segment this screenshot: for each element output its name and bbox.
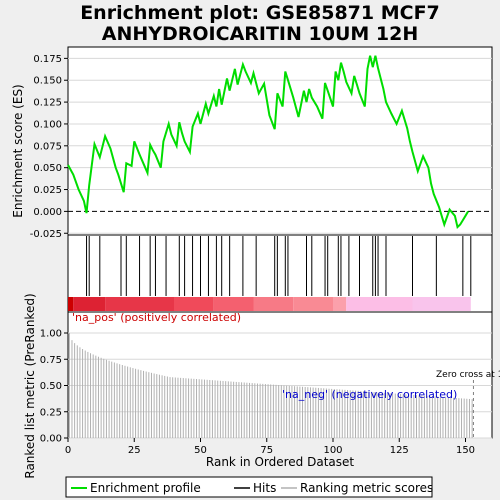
es-y-tick-label: 0.075 [33,141,62,152]
x-tick-label: 50 [194,445,207,456]
metric-y-axis-label: Ranked list metric (PreRanked) [23,293,37,478]
es-y-ticks: -0.025 0.000 0.025 0.050 0.075 0.100 0.125 0.15… [30,54,68,240]
negative-correlation-label: 'na_neg' (negatively correlated) [282,388,457,401]
color-bar-segment [333,297,347,311]
metric-y-tick-label: 0.00 [40,434,62,445]
legend-box [65,476,433,498]
color-bar-segment [346,297,413,311]
enrichment-profile-line [67,55,469,230]
x-axis-label: Rank in Ordered Dataset [206,455,354,469]
chart-title-line2: ANHYDROICARITIN 10UM 12H [102,23,419,45]
legend-label-hits: Hits [253,481,276,495]
x-tick-label: 75 [260,445,273,456]
legend: Enrichment profile Hits Ranking metric sco… [71,481,433,495]
metric-panel [67,311,493,439]
x-tick-label: 25 [128,445,141,456]
metric-y-ticks: 0.00 0.25 0.50 0.75 1.00 [40,329,68,445]
chart-title-line1: Enrichment plot: GSE85871 MCF7 [80,2,440,24]
es-y-tick-label: 0.000 [33,207,62,218]
x-ticks: 0 25 50 75 100 125 150 [65,438,475,456]
es-y-tick-label: 0.100 [33,119,62,130]
metric-y-tick-label: 1.00 [40,329,62,340]
color-bar-segment [105,297,174,311]
ranking-color-bar [68,297,471,311]
color-bar-segment [412,297,471,311]
color-bar-segment [213,297,254,311]
es-y-tick-label: 0.125 [33,98,62,109]
es-panel [67,46,493,236]
color-bar-segment [174,297,214,311]
es-y-tick-label: 0.150 [33,76,62,87]
es-y-axis-label: Enrichment score (ES) [11,84,25,217]
legend-label-metric: Ranking metric scores [300,481,433,495]
metric-y-tick-label: 0.75 [40,355,62,366]
es-y-tick-label: -0.025 [30,229,62,240]
es-y-tick-label: 0.025 [33,185,62,196]
ranking-metric-bars [68,333,473,438]
x-tick-label: 0 [65,445,71,456]
color-bar-segment [73,297,106,311]
zero-cross-label: Zero cross at 153 [436,370,500,380]
color-bar-segment [293,297,333,311]
color-bar-segment [253,297,294,311]
metric-y-tick-label: 0.50 [40,381,62,392]
x-tick-label: 150 [456,445,475,456]
es-y-tick-label: 0.050 [33,163,62,174]
positive-correlation-label: 'na_pos' (positively correlated) [72,311,241,324]
hits-marks [86,236,472,296]
color-bar-segment [68,297,74,311]
x-tick-label: 100 [323,445,342,456]
es-y-tick-label: 0.175 [33,54,62,65]
metric-y-tick-label: 0.25 [40,407,62,418]
x-tick-label: 125 [390,445,409,456]
legend-label-enrichment: Enrichment profile [90,481,201,495]
